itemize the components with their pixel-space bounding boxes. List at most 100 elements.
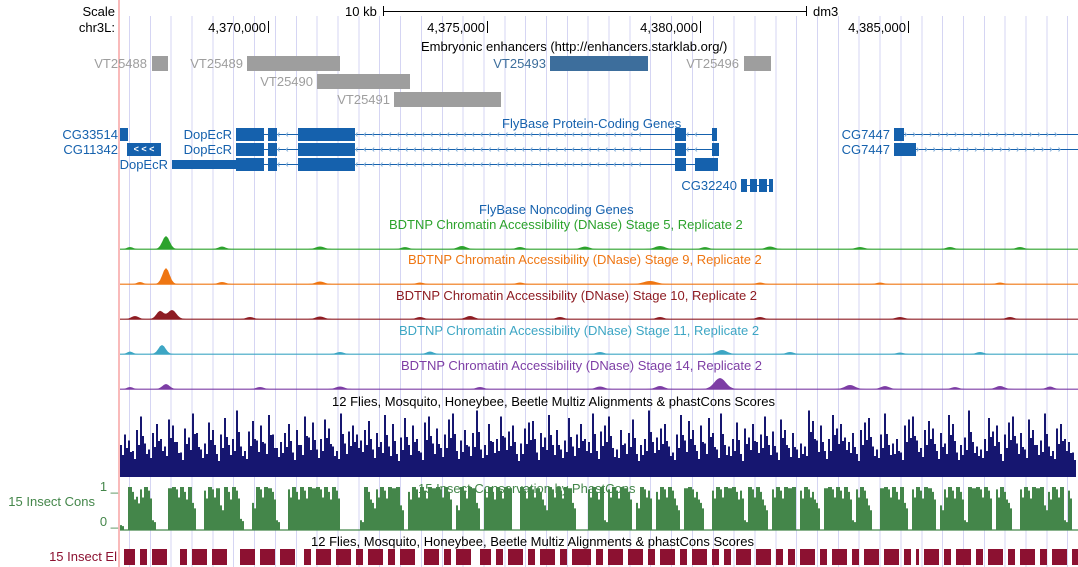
gene-intron-line[interactable]: [264, 164, 268, 165]
dnase-signal-stage10[interactable]: [0, 299, 1078, 320]
conserved-element-block[interactable]: [496, 549, 503, 565]
gene-exon[interactable]: [298, 128, 355, 141]
track-title-enhancers[interactable]: Embryonic enhancers (http://enhancers.st…: [421, 39, 728, 54]
conserved-element-block[interactable]: [1008, 549, 1015, 565]
gene-intron-line[interactable]: [686, 164, 695, 165]
gene-label[interactable]: DopEcR: [183, 142, 232, 157]
gene-label[interactable]: CG7447: [841, 142, 890, 157]
conserved-element-block[interactable]: [864, 549, 879, 565]
conserved-element-block[interactable]: [648, 549, 655, 565]
enhancer-box[interactable]: [550, 56, 648, 71]
gene-exon[interactable]: [695, 158, 718, 171]
multiz-histogram[interactable]: [0, 409, 1078, 477]
gene-exon[interactable]: [268, 143, 277, 156]
conserved-element-block[interactable]: [712, 549, 719, 565]
gene-exon[interactable]: [268, 158, 277, 171]
track-title-dnase-stage14[interactable]: BDTNP Chromatin Accessibility (DNase) St…: [401, 358, 763, 373]
conserved-element-block[interactable]: [788, 549, 795, 565]
conserved-element-block[interactable]: [140, 549, 147, 565]
gene-exon[interactable]: [712, 128, 717, 141]
gene-intron-line[interactable]: [277, 149, 298, 150]
conserved-element-block[interactable]: [756, 549, 771, 565]
gene-exon[interactable]: [712, 143, 719, 156]
conserved-element-block[interactable]: [444, 549, 451, 565]
gene-exon[interactable]: [750, 179, 757, 192]
gene-cds[interactable]: [172, 160, 237, 169]
conserved-element-block[interactable]: [628, 549, 643, 565]
gene-exon[interactable]: [675, 128, 686, 141]
conserved-element-block[interactable]: [776, 549, 783, 565]
conserved-element-block[interactable]: [680, 549, 687, 565]
gene-exon[interactable]: [268, 128, 277, 141]
conserved-element-block[interactable]: [736, 549, 751, 565]
gene-exon[interactable]: [298, 143, 355, 156]
track-title-dnase-stage5[interactable]: BDTNP Chromatin Accessibility (DNase) St…: [389, 217, 743, 232]
enhancer-label[interactable]: VT25489: [190, 56, 243, 71]
conserved-element-block[interactable]: [356, 549, 363, 565]
conserved-element-block[interactable]: [596, 549, 603, 565]
conserved-element-block[interactable]: [724, 549, 731, 565]
enhancer-box[interactable]: [317, 74, 410, 89]
gene-exon[interactable]: [769, 179, 773, 192]
gene-intron-line[interactable]: [741, 185, 773, 186]
gene-exon[interactable]: [894, 143, 916, 156]
conserved-element-block[interactable]: [212, 549, 227, 565]
enhancer-box[interactable]: [247, 56, 340, 71]
gene-label[interactable]: CG32240: [681, 178, 737, 193]
gene-intron-line[interactable]: [916, 149, 1078, 150]
conserved-element-block[interactable]: [480, 549, 491, 565]
gene-label[interactable]: CG11342: [63, 142, 118, 157]
enhancer-box[interactable]: [744, 56, 771, 71]
conserved-element-block[interactable]: [852, 549, 859, 565]
gene-exon[interactable]: [894, 128, 904, 141]
conserved-element-block[interactable]: [820, 549, 827, 565]
dnase-signal-stage9[interactable]: [0, 264, 1078, 285]
conserved-element-block[interactable]: [400, 549, 415, 565]
conserved-element-block[interactable]: [1040, 549, 1047, 565]
conserved-element-block[interactable]: [988, 549, 1003, 565]
enhancer-box[interactable]: [152, 56, 168, 71]
gene-intron-line[interactable]: [277, 134, 298, 135]
conserved-element-block[interactable]: [904, 549, 911, 565]
enhancer-label[interactable]: VT25490: [260, 74, 313, 89]
conserved-element-block[interactable]: [152, 549, 167, 565]
track-title-dnase-stage9[interactable]: BDTNP Chromatin Accessibility (DNase) St…: [408, 252, 762, 267]
conserved-element-block[interactable]: [660, 549, 675, 565]
dnase-signal-stage11[interactable]: [0, 334, 1078, 355]
gene-arrow-box[interactable]: < < <: [127, 143, 161, 156]
dnase-signal-stage5[interactable]: [0, 229, 1078, 250]
conserved-element-block[interactable]: [832, 549, 847, 565]
gene-intron-line[interactable]: [264, 149, 268, 150]
conserved-element-block[interactable]: [388, 549, 395, 565]
gene-intron-line[interactable]: [277, 164, 298, 165]
conserved-element-block[interactable]: [956, 549, 971, 565]
gene-exon[interactable]: [120, 128, 128, 141]
gene-exon[interactable]: [675, 143, 686, 156]
conserved-element-block[interactable]: [916, 549, 919, 565]
gene-exon[interactable]: [236, 128, 264, 141]
conserved-element-block[interactable]: [1020, 549, 1035, 565]
track-title-dnase-stage10[interactable]: BDTNP Chromatin Accessibility (DNase) St…: [396, 288, 758, 303]
gene-exon[interactable]: [236, 158, 264, 171]
track-title-multiz-2[interactable]: 12 Flies, Mosquito, Honeybee, Beetle Mul…: [311, 534, 754, 549]
conserved-element-block[interactable]: [240, 549, 255, 565]
conserved-element-block[interactable]: [976, 549, 983, 565]
gene-exon[interactable]: [675, 158, 686, 171]
conserved-element-block[interactable]: [368, 549, 383, 565]
gene-exon[interactable]: [236, 143, 264, 156]
conserved-element-block[interactable]: [260, 549, 275, 565]
track-title-dnase-stage11[interactable]: BDTNP Chromatin Accessibility (DNase) St…: [399, 323, 760, 338]
gene-intron-line[interactable]: [904, 134, 1078, 135]
conserved-element-block[interactable]: [540, 549, 555, 565]
conserved-element-block[interactable]: [180, 549, 187, 565]
conserved-element-block[interactable]: [424, 549, 439, 565]
gene-intron-line[interactable]: [355, 164, 675, 165]
conservation-histogram[interactable]: [0, 487, 1078, 531]
gene-label[interactable]: CG7447: [841, 127, 890, 142]
enhancer-box[interactable]: [394, 92, 501, 107]
gene-intron-line[interactable]: [686, 134, 712, 135]
conserved-element-block[interactable]: [560, 549, 567, 565]
conserved-element-block[interactable]: [456, 549, 471, 565]
gene-label[interactable]: DopEcR: [183, 127, 232, 142]
